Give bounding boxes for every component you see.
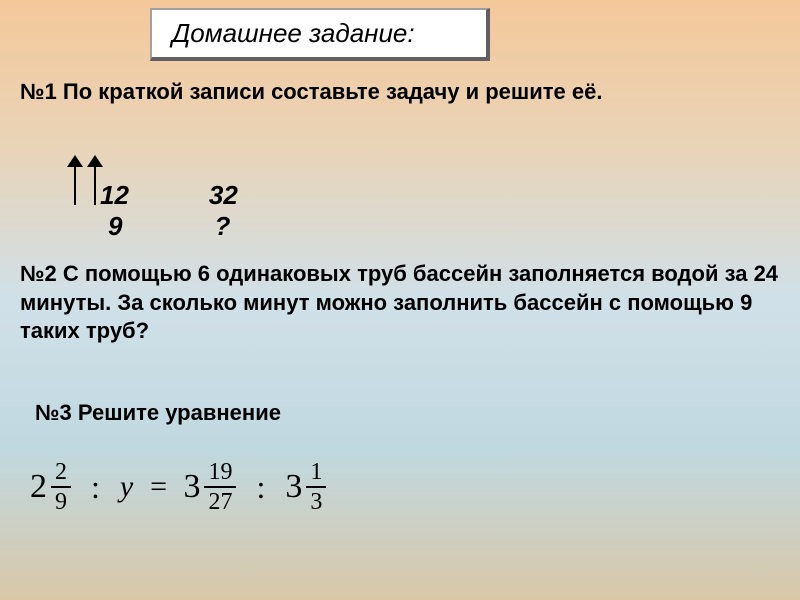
- division-colon: :: [86, 469, 105, 506]
- proportion-row2: 9 ?: [100, 211, 238, 242]
- mixed-fraction-2: 3 19 27: [183, 460, 236, 514]
- task2-text: С помощью 6 одинаковых труб бассейн запо…: [20, 261, 778, 343]
- numerator: 1: [306, 460, 326, 488]
- denominator: 3: [306, 488, 326, 514]
- task3-block: №3 Решите уравнение: [35, 400, 281, 426]
- whole-number: 3: [285, 468, 302, 506]
- task2-number: №2: [20, 261, 57, 286]
- equation-block: 2 2 9 : y = 3 19 27 : 3 1 3: [30, 460, 326, 514]
- prop-value: 32: [209, 180, 238, 211]
- task3-text: Решите уравнение: [78, 400, 281, 425]
- task2-block: №2 С помощью 6 одинаковых труб бассейн з…: [20, 260, 780, 346]
- numerator: 2: [51, 460, 71, 488]
- mixed-fraction-1: 2 2 9: [30, 460, 71, 514]
- fraction: 19 27: [204, 460, 236, 514]
- equals-sign: =: [148, 470, 168, 504]
- fraction: 2 9: [51, 460, 71, 514]
- fraction: 1 3: [306, 460, 326, 514]
- task1-block: №1 По краткой записи составьте задачу и …: [20, 78, 602, 107]
- page-title: Домашнее задание:: [172, 18, 466, 49]
- prop-value: ?: [202, 211, 230, 242]
- division-colon: :: [251, 469, 270, 506]
- variable: y: [120, 470, 133, 504]
- title-box: Домашнее задание:: [150, 8, 490, 61]
- proportion-row1: 12 32: [100, 180, 238, 211]
- task1-number: №1: [20, 79, 57, 104]
- mixed-fraction-3: 3 1 3: [285, 460, 326, 514]
- numerator: 19: [204, 460, 236, 488]
- task3-number: №3: [35, 400, 72, 425]
- prop-value: 9: [100, 211, 122, 242]
- whole-number: 3: [183, 468, 200, 506]
- denominator: 27: [204, 488, 236, 514]
- arrow-icon: [65, 155, 85, 205]
- task1-text: По краткой записи составьте задачу и реш…: [63, 79, 603, 104]
- proportion-block: 12 32 9 ?: [100, 180, 238, 242]
- denominator: 9: [51, 488, 71, 514]
- whole-number: 2: [30, 468, 47, 506]
- prop-value: 12: [100, 180, 129, 211]
